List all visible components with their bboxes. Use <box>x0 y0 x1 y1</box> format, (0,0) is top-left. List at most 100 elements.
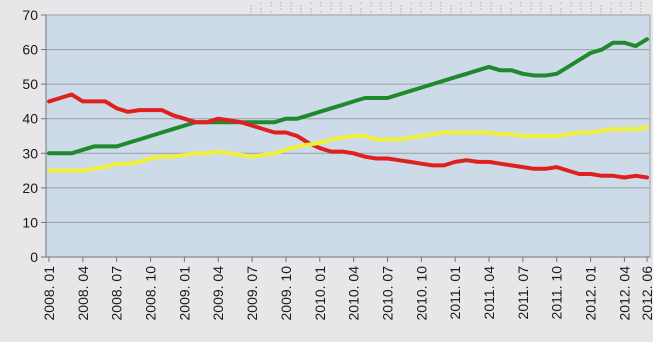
bg-dot <box>410 8 412 10</box>
x-tick-label: 2008. 10 <box>143 266 159 321</box>
bg-dot <box>450 11 452 13</box>
bg-dot <box>530 5 532 7</box>
bg-dot <box>440 2 442 4</box>
bg-dot <box>580 5 582 7</box>
bg-dot <box>290 11 292 13</box>
bg-dot <box>470 2 472 4</box>
bg-dot <box>320 11 322 13</box>
bg-dot <box>460 11 462 13</box>
bg-dot <box>300 11 302 13</box>
background-pattern <box>250 2 642 16</box>
bg-dot <box>440 8 442 10</box>
x-tick-label: 2009. 01 <box>176 266 192 321</box>
y-tick-label: 70 <box>22 7 38 23</box>
bg-dot <box>470 5 472 7</box>
bg-dot <box>250 5 252 7</box>
bg-dot <box>340 11 342 13</box>
y-tick-label: 10 <box>22 214 38 230</box>
bg-dot <box>500 11 502 13</box>
bg-dot <box>340 8 342 10</box>
bg-dot <box>270 11 272 13</box>
bg-dot <box>340 5 342 7</box>
bg-dot <box>490 8 492 10</box>
bg-dot <box>400 11 402 13</box>
bg-dot <box>550 8 552 10</box>
bg-dot <box>370 11 372 13</box>
bg-dot <box>570 2 572 4</box>
bg-dot <box>530 8 532 10</box>
bg-dot <box>300 5 302 7</box>
x-tick-label: 2012. 01 <box>583 266 599 321</box>
bg-dot <box>350 5 352 7</box>
bg-dot <box>510 8 512 10</box>
bg-dot <box>300 8 302 10</box>
x-tick-label: 2010. 04 <box>346 266 362 321</box>
x-tick-label: 2008. 07 <box>109 266 125 321</box>
x-tick-label: 2008. 01 <box>41 266 57 321</box>
series-line-2 <box>47 92 649 180</box>
bg-dot <box>490 5 492 7</box>
bg-dot <box>380 8 382 10</box>
bg-dot <box>360 2 362 4</box>
bg-dot <box>290 2 292 4</box>
bg-dot <box>550 5 552 7</box>
bg-dot <box>640 11 642 13</box>
bg-dot <box>340 2 342 4</box>
x-tick-label: 2010. 07 <box>379 266 395 321</box>
bg-dot <box>580 8 582 10</box>
y-tick-label: 0 <box>30 249 38 265</box>
bg-dot <box>290 5 292 7</box>
x-tick-label: 2011. 07 <box>515 266 531 320</box>
bg-dot <box>600 8 602 10</box>
bg-dot <box>280 2 282 4</box>
bg-dot <box>400 8 402 10</box>
bg-dot <box>370 5 372 7</box>
bg-dot <box>630 5 632 7</box>
bg-dot <box>490 2 492 4</box>
bg-dot <box>350 8 352 10</box>
x-tick-label: 2009. 04 <box>210 266 226 321</box>
bg-dot <box>520 2 522 4</box>
bg-dot <box>420 11 422 13</box>
x-tick-label: 2011. 10 <box>549 266 565 320</box>
bg-dot <box>480 2 482 4</box>
bg-dot <box>430 2 432 4</box>
bg-dot <box>400 5 402 7</box>
bg-dot <box>540 11 542 13</box>
bg-dot <box>600 11 602 13</box>
bg-dot <box>610 8 612 10</box>
bg-dot <box>270 2 272 4</box>
bg-dot <box>270 5 272 7</box>
bg-dot <box>510 11 512 13</box>
bg-dot <box>560 8 562 10</box>
bg-dot <box>640 5 642 7</box>
bg-dot <box>460 2 462 4</box>
bg-dot <box>260 2 262 4</box>
x-tick-label: 2009. 10 <box>278 266 294 321</box>
y-tick-label: 40 <box>22 111 38 127</box>
x-tick-label: 2011. 01 <box>447 266 463 320</box>
bg-dot <box>380 5 382 7</box>
bg-dot <box>280 8 282 10</box>
bg-dot <box>520 11 522 13</box>
bg-dot <box>610 2 612 4</box>
bg-dot <box>560 11 562 13</box>
bg-dot <box>510 2 512 4</box>
bg-dot <box>590 2 592 4</box>
bg-dot <box>500 8 502 10</box>
y-tick-label: 50 <box>22 76 38 92</box>
bg-dot <box>590 11 592 13</box>
bg-dot <box>410 11 412 13</box>
bg-dot <box>390 11 392 13</box>
x-tick-label: 2010. 01 <box>312 266 328 321</box>
series-lines <box>47 37 649 180</box>
bg-dot <box>260 8 262 10</box>
bg-dot <box>410 2 412 4</box>
bg-dot <box>640 8 642 10</box>
y-tick-label: 30 <box>22 145 38 161</box>
y-tick-label: 20 <box>22 180 38 196</box>
bg-dot <box>250 8 252 10</box>
bg-dot <box>630 2 632 4</box>
bg-dot <box>430 5 432 7</box>
bg-dot <box>630 8 632 10</box>
